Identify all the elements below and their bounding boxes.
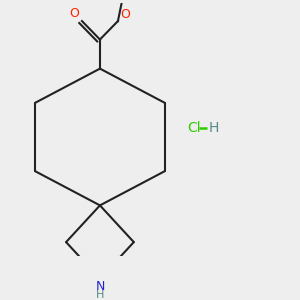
Text: H: H xyxy=(208,121,219,135)
Text: O: O xyxy=(120,8,130,21)
Text: N: N xyxy=(95,280,105,293)
Text: O: O xyxy=(69,7,79,20)
Text: Cl: Cl xyxy=(187,121,200,135)
Text: H: H xyxy=(96,290,104,300)
